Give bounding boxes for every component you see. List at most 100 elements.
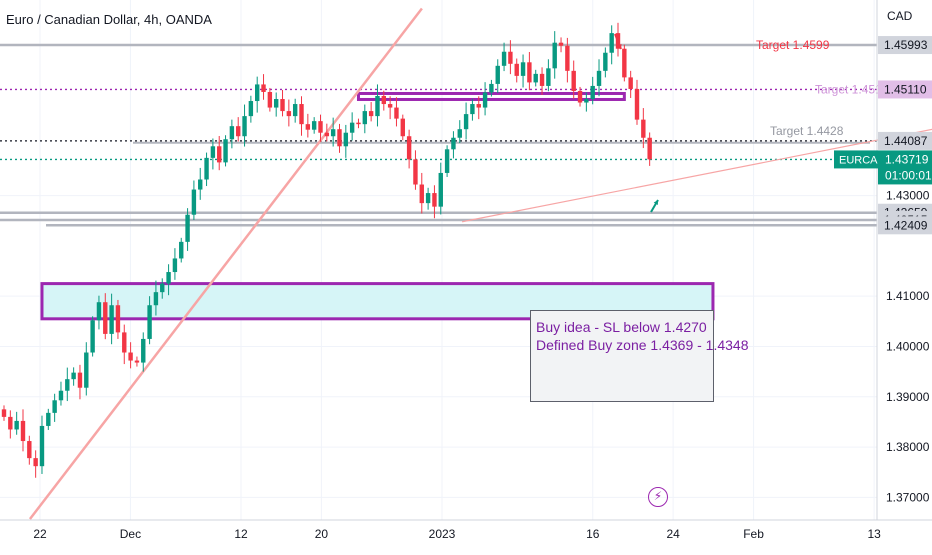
candle-body — [438, 172, 443, 207]
candle-body — [590, 85, 595, 100]
zones — [40, 91, 715, 321]
price-badge-label: 1.45110 — [884, 82, 927, 96]
time-tick-label: 2023 — [429, 527, 456, 541]
candle-body — [299, 104, 304, 125]
candle-body — [539, 73, 545, 86]
candle-body — [577, 90, 583, 103]
candle-body — [261, 84, 266, 92]
candle-body — [191, 189, 197, 215]
price-axis[interactable]: 1.37000 1.38000 1.39000 1.40000 1.41000 1.430… — [834, 0, 932, 520]
countdown-label: 01:00:01 — [885, 168, 932, 182]
candle-body — [349, 122, 355, 133]
horizontal-levels — [0, 43, 877, 227]
price-badge-label: 1.42409 — [884, 218, 928, 232]
candle-body — [324, 132, 330, 137]
note-line-2: Defined Buy zone 1.4369 - 1.4348 — [536, 337, 749, 353]
time-tick-label: 24 — [666, 527, 680, 541]
candle-body — [96, 302, 102, 321]
time-tick-label: 16 — [586, 527, 600, 541]
candle-body — [419, 184, 424, 204]
candle-body — [280, 99, 285, 112]
time-tick-label: Dec — [120, 527, 141, 541]
axis-currency: CAD — [887, 9, 913, 23]
chart-title: Euro / Canadian Dollar, 4h, OANDA — [6, 12, 212, 27]
candle-body — [444, 149, 450, 173]
candle-body — [368, 111, 374, 117]
candle-body — [609, 33, 614, 53]
candle-body — [223, 139, 228, 163]
price-badge — [878, 36, 932, 55]
candle-body — [90, 320, 95, 353]
candle-body — [141, 338, 146, 363]
candle-body — [1, 409, 7, 417]
candle-body — [204, 157, 209, 180]
candle-body — [463, 114, 469, 130]
price-badge-label: 1.44087 — [884, 134, 928, 148]
candle-body — [242, 116, 247, 137]
candle-body — [185, 214, 190, 242]
candle-body — [356, 122, 361, 125]
candle-body — [109, 305, 114, 334]
candle-body — [489, 83, 494, 93]
candle-body — [482, 92, 488, 108]
candle-body — [514, 63, 519, 76]
candle-body — [622, 48, 627, 78]
candle-body — [52, 400, 57, 413]
target-label: Target 1.4599 — [756, 38, 830, 52]
candle-body — [8, 416, 13, 430]
symbol-tag — [834, 150, 878, 169]
candle-body — [495, 65, 500, 84]
candle-body — [501, 51, 507, 66]
candle-body — [147, 305, 152, 339]
candle-body — [172, 258, 178, 273]
candle-body — [413, 159, 418, 185]
candle-body — [457, 129, 462, 138]
chart-annotations: Target 1.4599 Target 1.4511 Target 1.4428 — [614, 33, 888, 213]
price-tick-label: 1.37000 — [886, 490, 930, 504]
candle-body — [14, 420, 19, 430]
candle-body — [603, 52, 608, 71]
candle-body — [286, 111, 292, 117]
trendlines — [28, 7, 932, 520]
candle-body — [160, 283, 165, 293]
candle-body — [128, 352, 133, 361]
candle-body — [179, 241, 184, 259]
price-badge — [878, 80, 932, 99]
candle-body — [558, 42, 564, 46]
candle-body — [248, 101, 254, 117]
candle-body — [217, 146, 222, 163]
candle-body — [39, 425, 45, 467]
candle-body — [318, 121, 323, 133]
lightning-icon[interactable]: ⚡ — [648, 487, 668, 507]
time-tick-label: 12 — [234, 527, 248, 541]
symbol-tag-label: EURCAD — [839, 154, 886, 166]
candle-body — [387, 104, 393, 108]
current-price-label: 1.43719 — [885, 152, 929, 166]
time-tick-label: 20 — [315, 527, 329, 541]
price-badge — [878, 216, 932, 235]
time-axis[interactable]: 22Dec122020231624Feb1321Mar — [0, 519, 932, 541]
price-tick-label: 1.40000 — [886, 339, 930, 353]
candle-body — [27, 441, 32, 459]
candle-body — [77, 372, 83, 388]
candle-body — [84, 352, 89, 388]
candle-body — [647, 137, 652, 160]
candle-body — [166, 272, 171, 284]
candle-body — [508, 51, 513, 64]
candle-body — [527, 62, 532, 83]
candle-body — [533, 73, 538, 83]
candle-body — [362, 111, 368, 125]
candle-body — [552, 42, 557, 69]
candle-body — [198, 179, 203, 190]
candle-body — [343, 132, 349, 147]
target-label: Target 1.4428 — [770, 124, 844, 138]
trade-note[interactable]: Buy idea - SL below 1.4270 Defined Buy z… — [530, 310, 749, 402]
candle-body — [292, 104, 298, 117]
candles — [1, 22, 652, 478]
candle-body — [451, 137, 456, 150]
candle-body — [210, 146, 216, 158]
candle-body — [267, 91, 273, 108]
price-tick-label: 1.38000 — [886, 440, 930, 454]
